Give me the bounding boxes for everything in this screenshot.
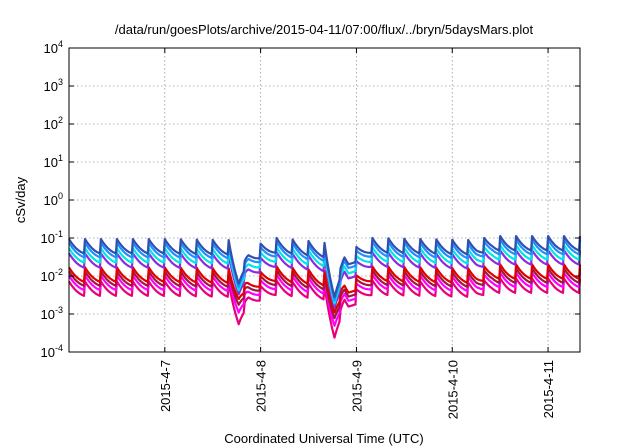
grid (69, 48, 580, 352)
series-line (68, 235, 582, 299)
x-tick-label: 2015-4-8 (254, 360, 269, 412)
y-tick-label: 10-3 (41, 305, 63, 322)
y-tick-label: 101 (44, 153, 63, 170)
x-tick-label: 2015-4-11 (541, 360, 556, 418)
x-axis-label: Coordinated Universal Time (UTC) (224, 431, 423, 446)
y-tick-label: 10-2 (41, 267, 63, 284)
chart-title: /data/run/goesPlots/archive/2015-04-11/0… (115, 22, 534, 37)
x-tick-label: 2015-4-10 (445, 360, 460, 419)
x-tick-label: 2015-4-7 (158, 360, 173, 412)
y-tick-label: 10-1 (41, 229, 63, 246)
y-tick-label: 104 (44, 39, 63, 56)
y-tick-label: 102 (44, 115, 63, 132)
x-axis: 2015-4-7 2015-4-8 2015-4-9 2015-4-10 2015-4-… (158, 48, 556, 419)
x-tick-label: 2015-4-9 (349, 360, 364, 412)
y-axis: 10-4 10-3 10-2 10-1 100 101 102 103 104 (41, 39, 580, 360)
y-tick-label: 103 (44, 77, 63, 94)
y-axis-label: cSv/day (13, 176, 28, 223)
y-tick-label: 100 (44, 191, 63, 208)
y-tick-label: 10-4 (41, 343, 63, 360)
series-group (68, 235, 582, 339)
